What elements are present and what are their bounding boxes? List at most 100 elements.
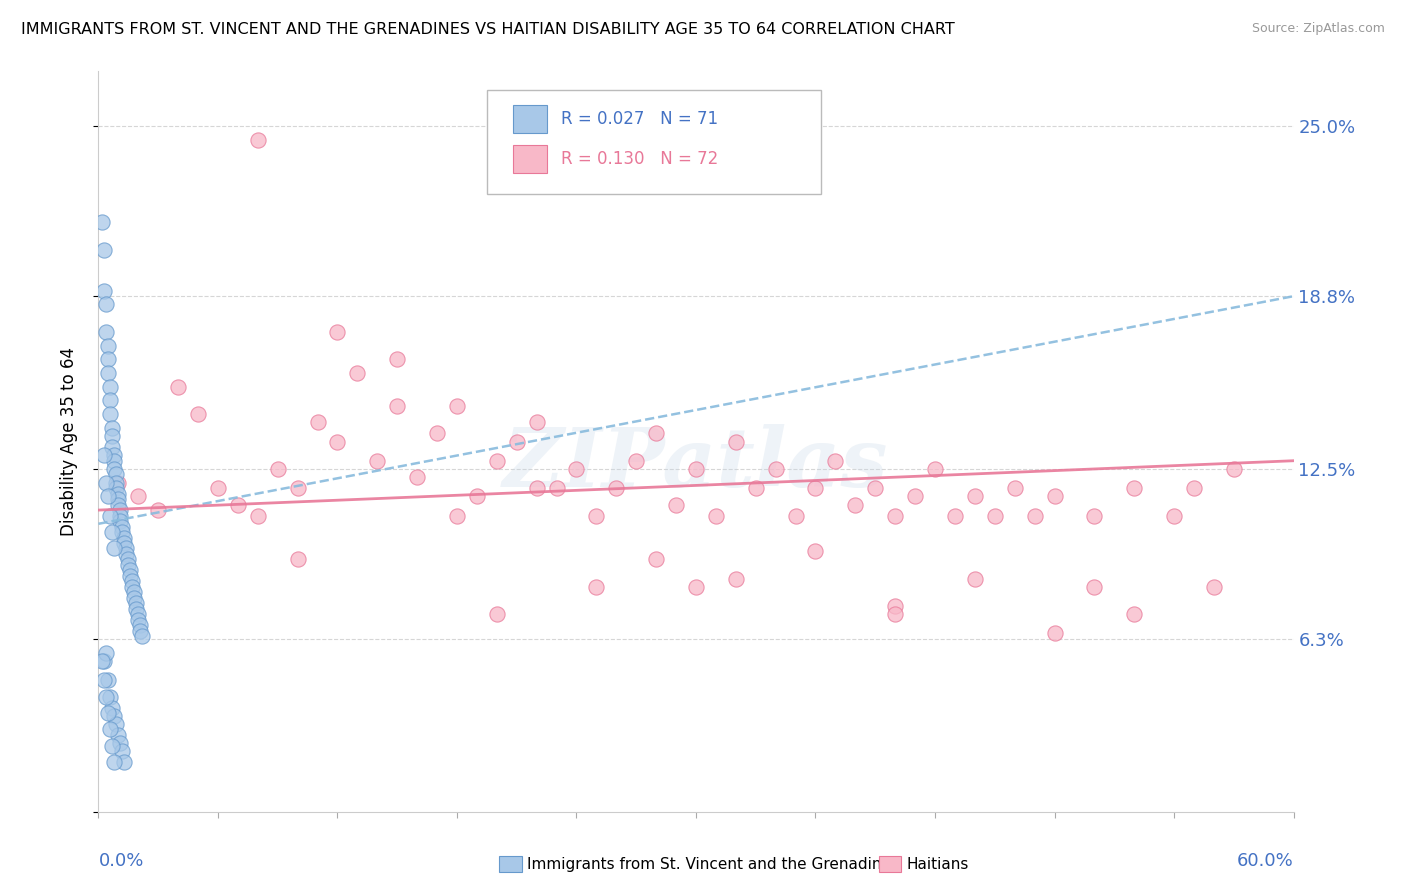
Point	[207, 481, 229, 495]
Point	[346, 366, 368, 380]
Point	[963, 489, 986, 503]
Point	[93, 448, 115, 462]
Point	[406, 470, 429, 484]
Point	[1043, 626, 1066, 640]
Point	[704, 508, 727, 523]
Point	[97, 706, 120, 720]
Point	[1223, 462, 1246, 476]
Point	[326, 325, 349, 339]
Point	[131, 629, 153, 643]
Point	[685, 580, 707, 594]
Point	[924, 462, 946, 476]
Point	[385, 399, 409, 413]
Point	[101, 440, 124, 454]
Point	[724, 572, 747, 586]
Point	[107, 498, 129, 512]
Text: Haitians: Haitians	[907, 857, 969, 871]
Point	[110, 503, 132, 517]
Point	[97, 366, 120, 380]
Point	[103, 448, 125, 462]
Point	[98, 407, 122, 421]
Point	[148, 503, 170, 517]
Point	[526, 415, 548, 429]
Point	[745, 481, 768, 495]
Point	[366, 454, 388, 468]
Point	[97, 673, 120, 687]
Point	[125, 596, 148, 610]
Point	[984, 508, 1007, 523]
Point	[97, 338, 120, 352]
Point	[187, 407, 209, 421]
Point	[115, 547, 138, 561]
Point	[127, 489, 149, 503]
Point	[107, 728, 129, 742]
Point	[120, 569, 142, 583]
Point	[103, 756, 125, 770]
Point	[127, 607, 149, 622]
Point	[1083, 508, 1105, 523]
Point	[98, 380, 122, 394]
Point	[103, 541, 125, 556]
Text: R = 0.130   N = 72: R = 0.130 N = 72	[561, 150, 718, 168]
Point	[96, 646, 118, 660]
Point	[1123, 607, 1146, 622]
Point	[804, 544, 827, 558]
Y-axis label: Disability Age 35 to 64: Disability Age 35 to 64	[59, 347, 77, 536]
Point	[167, 380, 190, 394]
Point	[785, 508, 807, 523]
Point	[98, 723, 122, 737]
Point	[120, 563, 142, 577]
Point	[246, 133, 269, 147]
Point	[506, 434, 529, 449]
Point	[465, 489, 488, 503]
Point	[107, 486, 129, 500]
Point	[844, 498, 866, 512]
Point	[93, 673, 115, 687]
Point	[97, 489, 120, 503]
Point	[326, 434, 349, 449]
Point	[129, 624, 152, 638]
FancyBboxPatch shape	[513, 104, 547, 133]
FancyBboxPatch shape	[486, 90, 821, 194]
Point	[110, 508, 132, 523]
Point	[127, 613, 149, 627]
Point	[685, 462, 707, 476]
Point	[96, 297, 118, 311]
Point	[884, 599, 907, 613]
Point	[96, 475, 118, 490]
Point	[124, 585, 146, 599]
Point	[865, 481, 887, 495]
Point	[121, 580, 143, 594]
Point	[112, 531, 135, 545]
Point	[1004, 481, 1026, 495]
Point	[645, 552, 668, 566]
Point	[101, 421, 124, 435]
Point	[101, 739, 124, 753]
Point	[385, 352, 409, 367]
Point	[117, 558, 139, 572]
Point	[96, 325, 118, 339]
Point	[485, 454, 508, 468]
Point	[93, 654, 115, 668]
Point	[125, 602, 148, 616]
Point	[124, 591, 146, 605]
Point	[1043, 489, 1066, 503]
Point	[101, 429, 124, 443]
Text: IMMIGRANTS FROM ST. VINCENT AND THE GRENADINES VS HAITIAN DISABILITY AGE 35 TO 6: IMMIGRANTS FROM ST. VINCENT AND THE GREN…	[21, 22, 955, 37]
Point	[98, 690, 122, 704]
Point	[884, 508, 907, 523]
Point	[1163, 508, 1185, 523]
Point	[1123, 481, 1146, 495]
Point	[112, 756, 135, 770]
Point	[526, 481, 548, 495]
Point	[111, 519, 134, 533]
Point	[112, 536, 135, 550]
Point	[426, 426, 449, 441]
Point	[485, 607, 508, 622]
Point	[103, 708, 125, 723]
Point	[884, 607, 907, 622]
Point	[246, 508, 269, 523]
Point	[117, 552, 139, 566]
Text: 0.0%: 0.0%	[98, 853, 143, 871]
Point	[111, 744, 134, 758]
